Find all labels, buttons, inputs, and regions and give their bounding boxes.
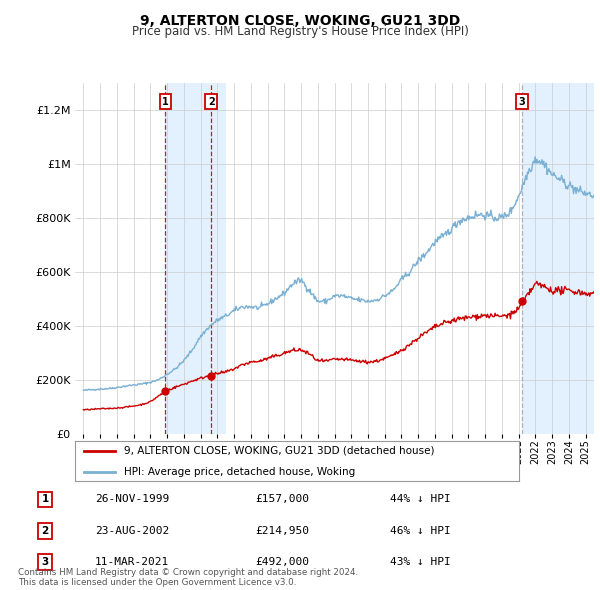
Text: HPI: Average price, detached house, Woking: HPI: Average price, detached house, Woki…	[124, 467, 355, 477]
Text: 9, ALTERTON CLOSE, WOKING, GU21 3DD (detached house): 9, ALTERTON CLOSE, WOKING, GU21 3DD (det…	[124, 446, 434, 455]
Text: 3: 3	[41, 557, 49, 567]
Text: 43% ↓ HPI: 43% ↓ HPI	[389, 557, 451, 567]
Text: 2: 2	[208, 97, 215, 107]
Text: £492,000: £492,000	[255, 557, 309, 567]
Text: 46% ↓ HPI: 46% ↓ HPI	[389, 526, 451, 536]
Text: 11-MAR-2021: 11-MAR-2021	[95, 557, 169, 567]
Text: £214,950: £214,950	[255, 526, 309, 536]
Text: Price paid vs. HM Land Registry's House Price Index (HPI): Price paid vs. HM Land Registry's House …	[131, 25, 469, 38]
Text: 26-NOV-1999: 26-NOV-1999	[95, 494, 169, 504]
Text: 1: 1	[162, 97, 169, 107]
Text: 23-AUG-2002: 23-AUG-2002	[95, 526, 169, 536]
Text: 9, ALTERTON CLOSE, WOKING, GU21 3DD: 9, ALTERTON CLOSE, WOKING, GU21 3DD	[140, 14, 460, 28]
Text: Contains HM Land Registry data © Crown copyright and database right 2024.
This d: Contains HM Land Registry data © Crown c…	[18, 568, 358, 587]
Text: £157,000: £157,000	[255, 494, 309, 504]
Text: 3: 3	[518, 97, 525, 107]
Text: 2: 2	[41, 526, 49, 536]
Bar	[166, 83, 226, 434]
Text: 44% ↓ HPI: 44% ↓ HPI	[389, 494, 451, 504]
Bar	[522, 83, 596, 434]
Text: 1: 1	[41, 494, 49, 504]
